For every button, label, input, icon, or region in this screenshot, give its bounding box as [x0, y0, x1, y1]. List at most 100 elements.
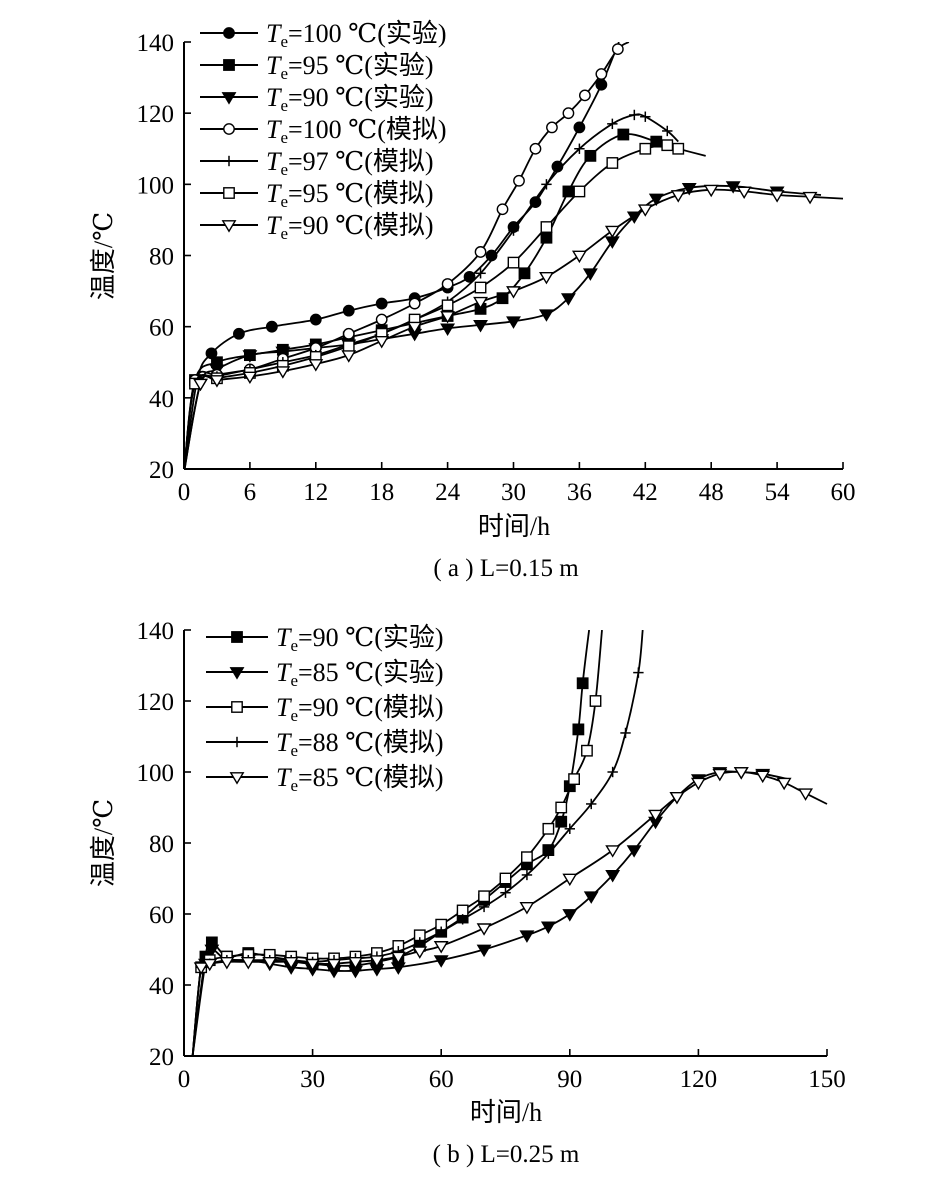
chart-a: 0 6 12 18 24 30 36 42 48 54 60 20 40 60 80 100 120 140 温度…	[89, 19, 856, 582]
legend-marker	[223, 27, 235, 39]
data-point	[518, 267, 531, 280]
data-point	[374, 336, 390, 349]
x-tick-label: 42	[633, 479, 658, 506]
legend-label: Te=97 ℃(模拟)	[266, 147, 434, 179]
y-tick-label: 140	[137, 618, 175, 645]
data-point	[412, 946, 428, 959]
data-point	[233, 327, 245, 340]
data-point	[265, 320, 278, 333]
data-point	[283, 957, 299, 970]
data-point	[540, 231, 553, 244]
data-point	[736, 186, 752, 200]
y-tick-label: 40	[149, 386, 174, 413]
data-point	[242, 371, 258, 385]
data-point	[662, 125, 673, 137]
legend-label: Te=85 ℃(模拟)	[276, 763, 444, 795]
chart-a-plot	[184, 42, 844, 469]
legend-marker	[223, 123, 235, 135]
data-point	[326, 958, 342, 972]
legend-entry: Te=85 ℃(实验)	[206, 658, 444, 690]
data-point	[341, 350, 357, 363]
data-point	[620, 727, 631, 739]
legend-label: Te=100 ℃(实验)	[266, 19, 447, 51]
legend-label: Te=95 ℃(模拟)	[266, 179, 434, 211]
data-point	[629, 109, 640, 121]
x-tick-label: 0	[178, 1066, 191, 1093]
data-point	[573, 121, 586, 134]
data-point	[607, 766, 618, 778]
data-point	[576, 677, 589, 690]
legend-marker	[223, 59, 235, 71]
data-point	[262, 957, 278, 970]
legend-entry: Te=85 ℃(模拟)	[206, 763, 444, 795]
chart-a-caption: ( a ) L=0.15 m	[433, 555, 579, 582]
y-tick-label: 100	[137, 172, 175, 199]
data-point	[508, 225, 519, 236]
y-tick-label: 20	[149, 457, 174, 484]
data-point	[540, 921, 556, 934]
data-point	[755, 770, 771, 784]
data-point	[375, 297, 388, 310]
data-point	[562, 909, 578, 922]
y-tick-label: 120	[137, 101, 175, 128]
data-point	[690, 777, 706, 791]
data-point	[802, 191, 818, 205]
x-tick-label: 30	[501, 479, 526, 506]
x-tick-label: 90	[557, 1066, 582, 1093]
data-point	[670, 190, 686, 203]
data-point	[562, 185, 575, 198]
data-point	[546, 121, 558, 134]
legend-marker	[223, 187, 235, 199]
legend-marker	[229, 667, 245, 680]
data-point	[204, 944, 220, 958]
data-point	[661, 139, 674, 152]
data-point	[539, 271, 554, 285]
data-point	[639, 142, 652, 155]
data-point	[607, 118, 618, 130]
data-point	[568, 773, 580, 786]
chart-a-ylabel: 温度/℃	[89, 212, 118, 300]
chart-b-caption: ( b ) L=0.25 m	[433, 1141, 580, 1168]
legend-entry: Te=90 ℃(实验)	[206, 623, 444, 655]
x-tick-label: 60	[831, 479, 856, 506]
x-tick-label: 60	[429, 1066, 454, 1093]
legend-label: Te=90 ℃(模拟)	[266, 211, 434, 243]
data-point	[519, 902, 535, 915]
legend-entry: Te=100 ℃(模拟)	[200, 115, 447, 147]
chart-b: 0 30 60 90 120 150 20 40 60 80 100 120 140 温度/℃ 时间/h…	[89, 618, 846, 1168]
legend-entry: Te=90 ℃(实验)	[200, 83, 434, 115]
x-tick-label: 0	[178, 479, 191, 506]
data-point	[478, 890, 490, 903]
y-tick-label: 100	[137, 760, 175, 787]
chart-b-ylabel: 温度/℃	[89, 799, 118, 887]
data-point	[605, 845, 621, 858]
legend-marker	[223, 155, 235, 167]
data-point	[564, 823, 575, 834]
x-tick-label: 6	[244, 479, 257, 506]
data-point	[308, 359, 324, 372]
legend-entry: Te=97 ℃(模拟)	[200, 147, 434, 179]
data-point	[769, 190, 785, 203]
legend-label: Te=85 ℃(实验)	[276, 658, 444, 690]
data-point	[586, 798, 597, 810]
series-line	[184, 188, 844, 469]
y-tick-label: 60	[149, 902, 174, 929]
x-tick-label: 150	[808, 1066, 846, 1093]
data-point	[193, 962, 209, 975]
data-point	[496, 292, 509, 305]
data-point	[712, 768, 728, 782]
data-point	[436, 926, 447, 937]
chart-a-xlabel: 时间/h	[478, 512, 550, 541]
y-tick-label: 120	[137, 689, 175, 716]
x-tick-label: 24	[435, 479, 461, 506]
data-point	[640, 111, 651, 122]
legend-entry: Te=90 ℃(模拟)	[200, 211, 434, 243]
data-point	[543, 848, 554, 859]
legend-entry: Te=95 ℃(实验)	[200, 51, 434, 83]
legend-label: Te=95 ℃(实验)	[266, 51, 434, 83]
series-open-triangle-down	[191, 767, 828, 1056]
data-point	[275, 346, 291, 360]
legend-entry: Te=90 ℃(模拟)	[206, 693, 444, 725]
data-point	[342, 327, 355, 340]
